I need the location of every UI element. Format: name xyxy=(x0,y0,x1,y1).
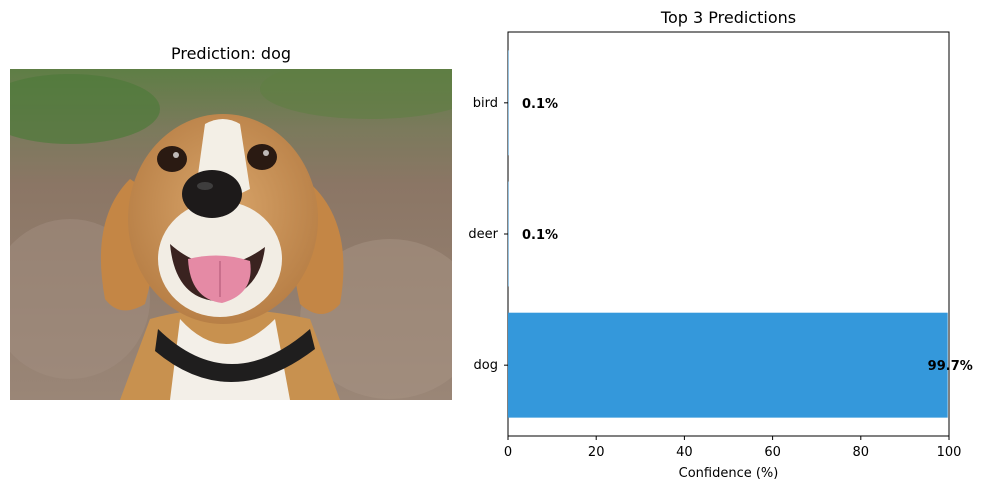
chart-title: Top 3 Predictions xyxy=(660,8,797,27)
y-tick-label-bird: bird xyxy=(473,96,498,111)
data-label-deer: 0.1% xyxy=(522,228,558,243)
y-tick-label-deer: deer xyxy=(468,227,498,242)
dog-photo xyxy=(10,69,452,400)
x-tick-label-0: 0 xyxy=(504,445,512,460)
data-label-dog: 99.7% xyxy=(928,359,973,374)
y-tick-label-dog: dog xyxy=(474,358,498,373)
x-tick-label-60: 60 xyxy=(764,445,781,460)
plot-area: dog 99.7% deer 0.1% bird 0.1% 0 20 40 60 80 100 Conf… xyxy=(468,31,973,481)
prediction-title: Prediction: dog xyxy=(170,44,292,63)
x-tick-label-80: 80 xyxy=(853,445,870,460)
x-tick-label-20: 20 xyxy=(588,445,605,460)
x-tick-label-40: 40 xyxy=(676,445,693,460)
data-label-bird: 0.1% xyxy=(522,97,558,112)
x-tick-label-100: 100 xyxy=(937,445,962,460)
x-axis-label: Confidence (%) xyxy=(679,466,779,481)
bar-dog xyxy=(508,312,948,418)
dog-photo-illustration xyxy=(10,69,452,400)
